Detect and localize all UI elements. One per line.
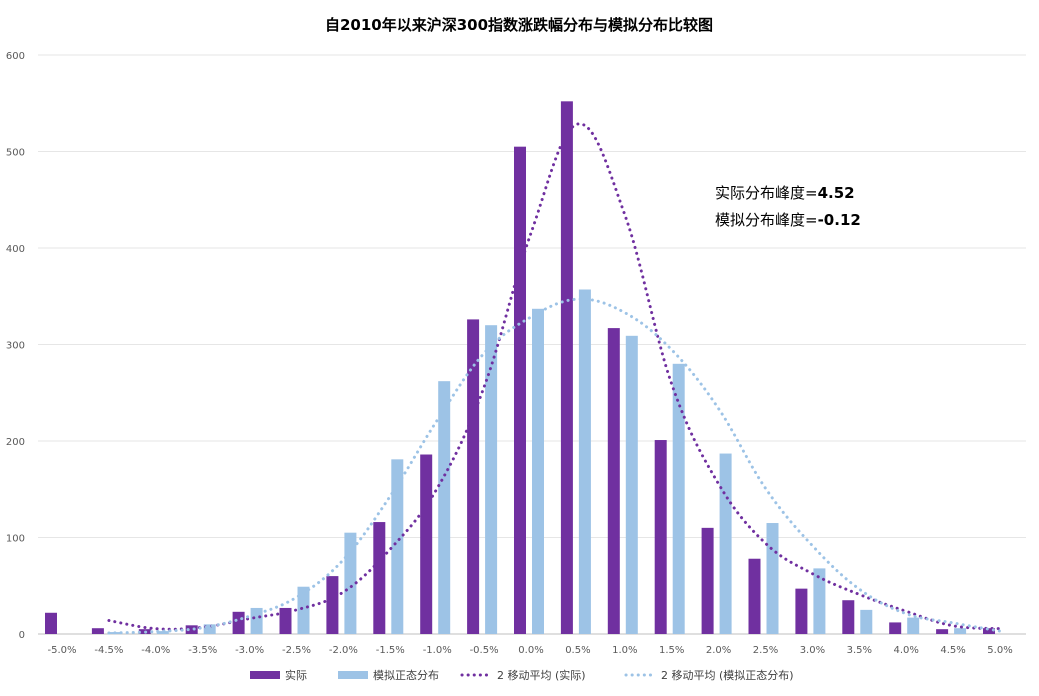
x-tick-label: 2.5% (753, 645, 778, 656)
bar-actual (185, 625, 198, 634)
bar-simulated (578, 289, 591, 634)
bar-actual (936, 629, 949, 634)
annotation-actual: 实际分布峰度=4.52 (715, 184, 855, 202)
bar-simulated (438, 381, 451, 634)
bar-actual (654, 440, 667, 634)
x-tick-label: -0.5% (470, 645, 499, 656)
bar-actual (842, 600, 855, 634)
x-tick-label: 1.0% (612, 645, 637, 656)
bar-actual (560, 101, 573, 634)
bar-actual (232, 611, 245, 634)
x-tick-label: -3.0% (235, 645, 264, 656)
bar-actual (420, 454, 433, 634)
bar-actual (279, 607, 292, 634)
bar-actual (467, 319, 480, 634)
bar-actual (91, 628, 104, 634)
kurtosis-annotations: 实际分布峰度=4.52 模拟分布峰度=-0.12 (715, 184, 861, 229)
y-tick-label: 0 (19, 630, 25, 641)
y-tick-label: 600 (6, 51, 25, 62)
bar-simulated (485, 325, 498, 634)
legend: 实际 模拟正态分布 2 移动平均 (实际) 2 移动平均 (模拟正态分布) (250, 668, 794, 682)
x-tick-label: 1.5% (659, 645, 684, 656)
y-tick-label: 100 (6, 534, 25, 545)
bar-simulated (203, 624, 216, 634)
x-tick-label: -2.0% (329, 645, 358, 656)
x-tick-label: -5.0% (47, 645, 76, 656)
bar-simulated (250, 607, 263, 634)
bar-actual (889, 622, 902, 634)
legend-label: 2 移动平均 (模拟正态分布) (661, 668, 794, 682)
bar-actual (607, 328, 620, 634)
x-tick-label: 5.0% (987, 645, 1012, 656)
legend-label: 2 移动平均 (实际) (497, 668, 586, 682)
bar-actual (748, 558, 761, 634)
bar-actual (795, 588, 808, 634)
x-tick-label: -1.0% (423, 645, 452, 656)
x-tick-label: 3.5% (847, 645, 872, 656)
bar-simulated (907, 617, 920, 634)
chart-title: 自2010年以来沪深300指数涨跌幅分布与模拟分布比较图 (325, 16, 713, 34)
bar-actual (701, 527, 714, 634)
legend-swatch (250, 671, 280, 679)
x-axis-ticks: -5.0% -4.5% -4.0% -3.5% -3.0% -2.5% -2.0% -1.5%… (47, 645, 1012, 656)
bar-actual (326, 576, 339, 634)
bar-simulated (297, 586, 310, 634)
bar-simulated (672, 363, 685, 634)
bars-layer (45, 101, 995, 635)
x-tick-label: -4.5% (94, 645, 123, 656)
x-tick-label: 2.0% (706, 645, 731, 656)
x-tick-label: 4.0% (893, 645, 918, 656)
y-tick-label: 200 (6, 437, 25, 448)
x-tick-label: 0.5% (565, 645, 590, 656)
y-tick-label: 500 (6, 148, 25, 159)
bar-simulated (391, 459, 404, 634)
x-tick-label: 3.0% (800, 645, 825, 656)
x-tick-label: -2.5% (282, 645, 311, 656)
bar-simulated (719, 453, 732, 634)
bar-simulated (344, 532, 357, 634)
bar-simulated (625, 335, 638, 634)
lines-layer (107, 122, 1002, 635)
x-tick-label: -1.5% (376, 645, 405, 656)
bar-simulated (156, 631, 169, 634)
bar-actual (45, 612, 57, 634)
x-tick-label: -3.5% (188, 645, 217, 656)
annotation-simulated: 模拟分布峰度=-0.12 (715, 211, 861, 229)
bar-actual (983, 628, 995, 634)
legend-label: 模拟正态分布 (373, 668, 439, 682)
bar-actual (373, 522, 386, 634)
legend-swatch (338, 671, 368, 679)
line-actual-moving-avg (107, 122, 1002, 631)
bar-simulated (813, 568, 826, 634)
y-tick-label: 300 (6, 341, 25, 352)
x-tick-label: -4.0% (141, 645, 170, 656)
bar-simulated (860, 609, 873, 634)
y-tick-label: 400 (6, 244, 25, 255)
bar-actual (514, 146, 526, 635)
bar-simulated (954, 628, 967, 634)
bar-simulated (532, 308, 544, 634)
legend-label: 实际 (285, 668, 307, 682)
x-tick-label: 4.5% (940, 645, 965, 656)
y-axis-ticks: 0 100 200 300 400 500 600 (6, 51, 25, 641)
x-tick-label: 0.0% (518, 645, 543, 656)
line-simulated-moving-avg (107, 297, 1002, 635)
bar-simulated (766, 523, 779, 634)
